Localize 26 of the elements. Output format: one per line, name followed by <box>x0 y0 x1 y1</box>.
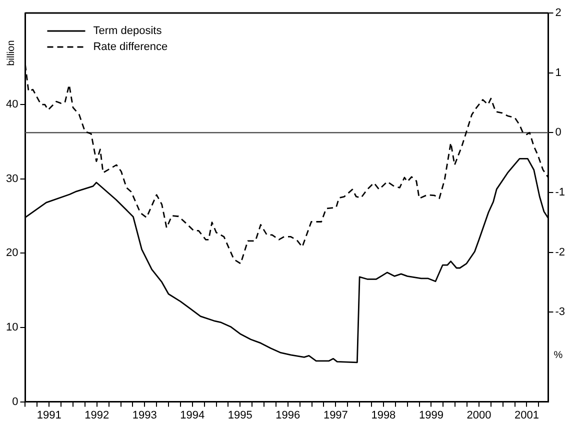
x-tick-label: 1993 <box>132 409 157 422</box>
y2-tick-label: 1 <box>555 66 562 79</box>
y2-tick-label: -2 <box>555 246 565 258</box>
y-axis-title: billion <box>6 40 17 66</box>
x-tick-label: 1994 <box>180 409 205 422</box>
y2-tick-label: 0 <box>555 126 562 139</box>
x-tick-label: 1997 <box>323 409 348 422</box>
x-tick-label: 1996 <box>276 409 300 422</box>
y-tick-label: 20 <box>6 247 18 260</box>
y2-tick-label: -1 <box>555 186 565 198</box>
y-tick-label: 40 <box>6 98 18 110</box>
x-tick-label: 2001 <box>514 409 539 422</box>
x-tick-label: 1991 <box>36 409 62 422</box>
x-tick-label: 1998 <box>371 409 396 422</box>
x-tick-label: 1992 <box>84 409 110 422</box>
y2-tick-label: 2 <box>555 7 562 20</box>
legend-label: Rate difference <box>93 41 168 54</box>
y-tick-label: 10 <box>6 321 18 334</box>
y2-axis-title: % <box>554 350 563 361</box>
x-tick-label: 1995 <box>228 409 252 422</box>
legend-label: Term deposits <box>93 25 162 38</box>
y-tick-label: 0 <box>12 396 18 408</box>
x-tick-label: 2000 <box>466 409 492 422</box>
y-tick-label: 30 <box>6 172 18 185</box>
x-tick-label: 1999 <box>418 409 444 422</box>
y2-tick-label: -3 <box>555 306 565 318</box>
